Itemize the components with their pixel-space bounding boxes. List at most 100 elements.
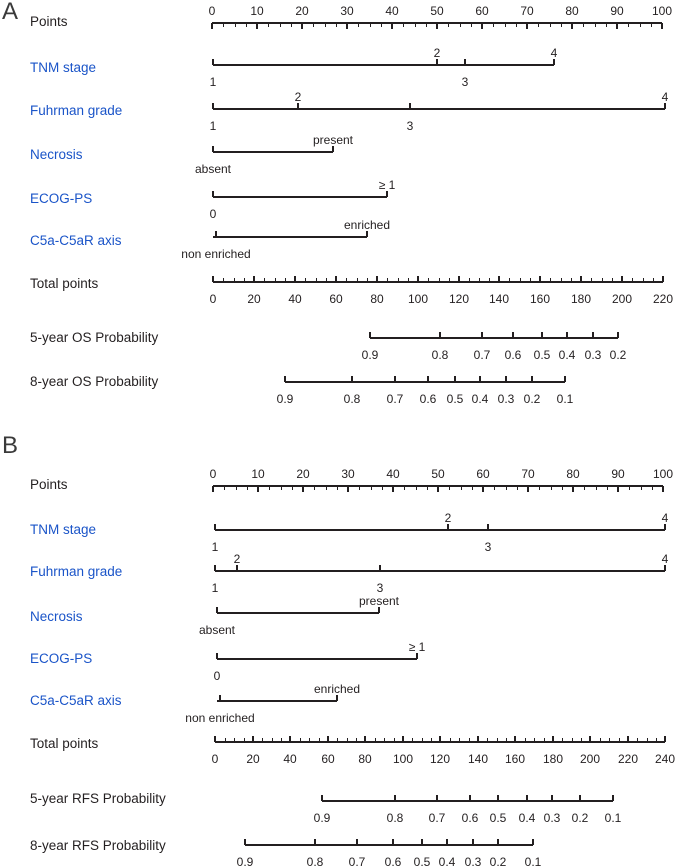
tick-label: 180 [542, 752, 564, 766]
tick-label: 0.8 [343, 392, 361, 406]
axis-tick [216, 653, 218, 659]
axis-tick [212, 146, 214, 152]
axis-minor-tick [605, 23, 607, 27]
axis-minor-tick [448, 23, 450, 27]
axis-minor-tick [504, 23, 506, 27]
axis-line-necrosis [217, 612, 379, 614]
axis-tick [214, 565, 216, 571]
tick-label: 100 [651, 4, 673, 18]
axis-minor-tick [223, 278, 225, 282]
tick-label: 0.4 [558, 348, 576, 362]
axis-tick [664, 565, 666, 571]
axis-line-c5a-c5ar-axis [217, 700, 337, 702]
axis-tick [580, 276, 582, 282]
axis-minor-tick [539, 486, 541, 490]
axis-minor-tick [356, 278, 358, 282]
axis-minor-tick [426, 486, 428, 490]
axis-minor-tick [650, 23, 652, 27]
tick-label: 0.7 [428, 811, 446, 825]
tick-label: non enriched [185, 711, 255, 725]
axis-minor-tick [628, 23, 630, 27]
axis-tick [392, 486, 394, 492]
axis-minor-tick [618, 738, 620, 742]
tick-label: 90 [611, 467, 625, 481]
axis-tick [592, 332, 594, 338]
axis-minor-tick [606, 486, 608, 490]
axis-minor-tick [550, 486, 552, 490]
axis-minor-tick [290, 23, 292, 27]
axis-line-tnm-stage [213, 64, 554, 66]
axis-tick [302, 486, 304, 492]
tick-label: 0.6 [461, 811, 479, 825]
tick-label: 0.3 [543, 811, 561, 825]
tick-label: 10 [251, 467, 265, 481]
row-label-necrosis: Necrosis [30, 609, 83, 624]
axis-tick [539, 276, 541, 282]
tick-label: 0 [211, 752, 219, 766]
axis-minor-tick [325, 486, 327, 490]
axis-tick [454, 376, 456, 382]
axis-tick [436, 59, 438, 65]
axis-minor-tick [652, 278, 654, 282]
axis-tick [212, 103, 214, 109]
axis-tick [481, 332, 483, 338]
row-label-tnm-stage: TNM stage [30, 60, 97, 75]
axis-minor-tick [246, 486, 248, 490]
axis-tick [553, 59, 555, 65]
tick-label: 0.1 [524, 855, 542, 868]
axis-minor-tick [412, 738, 414, 742]
axis-tick [409, 103, 411, 109]
axis-tick [531, 376, 533, 382]
axis-tick [532, 839, 534, 845]
axis-minor-tick [233, 278, 235, 282]
axis-minor-tick [393, 738, 395, 742]
axis-minor-tick [235, 486, 237, 490]
panel-letter-b: B [2, 432, 19, 459]
axis-minor-tick [494, 486, 496, 490]
axis-line-ecog-ps [213, 196, 387, 198]
tick-label: 0.1 [604, 811, 622, 825]
axis-minor-tick [560, 23, 562, 27]
axis-tick [346, 23, 348, 29]
axis-line-c5a-c5ar-axis [213, 236, 367, 238]
axis-minor-tick [346, 278, 348, 282]
axis-tick [214, 736, 216, 742]
axis-minor-tick [325, 278, 327, 282]
tick-label: 40 [283, 752, 297, 766]
axis-minor-tick [505, 486, 507, 490]
axis-minor-tick [384, 738, 385, 742]
axis-minor-tick [315, 278, 317, 282]
tick-label: 4 [550, 46, 558, 60]
axis-line-8-year-rfs-probability [245, 844, 533, 846]
axis-tick [257, 486, 259, 492]
axis-minor-tick [234, 738, 235, 742]
axis-tick [566, 332, 568, 338]
row-label-points: Points [30, 477, 68, 492]
axis-line-ecog-ps [217, 658, 417, 660]
axis-tick [301, 23, 303, 29]
axis-minor-tick [425, 23, 427, 27]
axis-minor-tick [505, 738, 507, 742]
axis-minor-tick [262, 738, 264, 742]
axis-tick [369, 332, 371, 338]
axis-line-tnm-stage [215, 529, 665, 531]
axis-tick [366, 231, 368, 237]
axis-tick [551, 795, 553, 801]
tick-label: 60 [475, 4, 489, 18]
axis-tick [236, 565, 238, 571]
axis-minor-tick [562, 738, 564, 742]
axis-tick [469, 795, 471, 801]
axis-minor-tick [560, 278, 562, 282]
axis-minor-tick [591, 278, 593, 282]
tick-label: 0.8 [431, 348, 449, 362]
axis-tick [294, 276, 296, 282]
tick-label: 0.8 [386, 811, 404, 825]
axis-tick [439, 332, 441, 338]
tick-label: 0.7 [386, 392, 404, 406]
tick-label: 20 [295, 4, 309, 18]
tick-label: 0.5 [413, 855, 431, 868]
axis-minor-tick [415, 486, 417, 490]
axis-minor-tick [570, 278, 572, 282]
axis-tick [514, 736, 516, 742]
